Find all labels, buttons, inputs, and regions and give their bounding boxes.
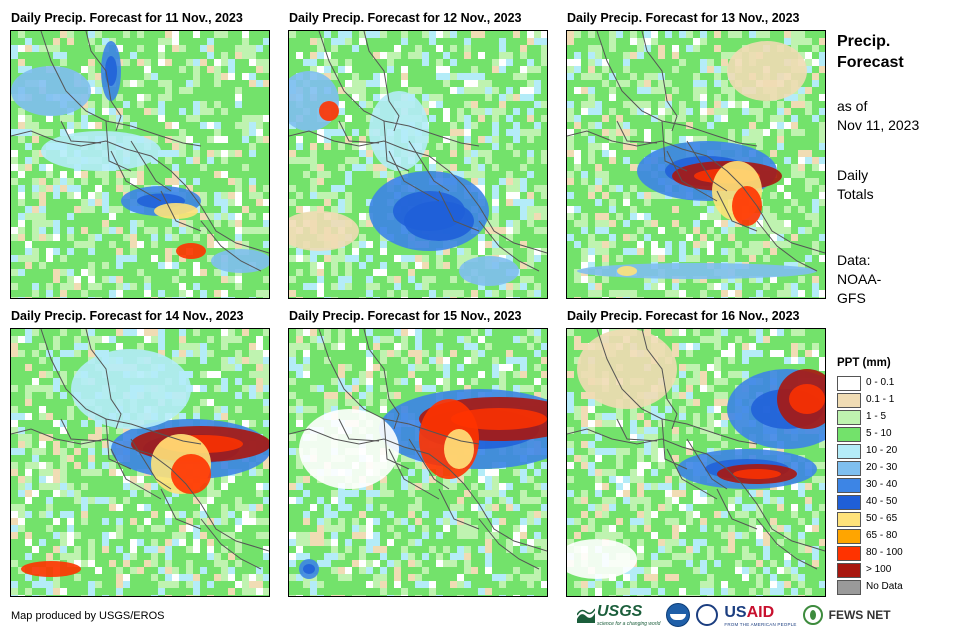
legend-swatch [837, 563, 861, 578]
precip-map [11, 329, 269, 596]
panel-title-13-nov: Daily Precip. Forecast for 13 Nov., 2023 [567, 11, 800, 25]
data-label: Data: [837, 252, 871, 268]
legend-label: 40 - 50 [866, 496, 898, 507]
legend-label: 50 - 65 [866, 513, 898, 524]
map-panel-14-nov [10, 328, 270, 597]
legend-swatch [837, 580, 861, 595]
legend-label: 0 - 0.1 [866, 377, 895, 388]
legend-item: 0.1 - 1 [837, 393, 957, 410]
legend-label: No Data [866, 581, 903, 592]
usgs-wordmark: USGS [597, 603, 643, 620]
legend-swatch [837, 427, 861, 442]
map-credit: Map produced by USGS/EROS [11, 610, 165, 622]
side-title: Precip. Forecast [837, 33, 904, 71]
map-panel-16-nov [566, 328, 826, 597]
legend-item: 20 - 30 [837, 461, 957, 478]
legend-label: 0.1 - 1 [866, 394, 895, 405]
fews-net-logo: FEWS NET [828, 608, 891, 622]
precip-map [289, 31, 547, 298]
map-panel-12-nov [288, 30, 548, 299]
data-source-noaa: NOAA- [837, 271, 882, 287]
usaid-us-text: US [724, 603, 747, 621]
usaid-aid-text: AID [746, 603, 775, 621]
legend-swatch [837, 546, 861, 561]
legend: 0 - 0.1 0.1 - 1 1 - 5 5 - 10 10 - 20 20 - 30 3… [837, 376, 957, 597]
asof-date: Nov 11, 2023 [837, 117, 920, 133]
legend-swatch [837, 393, 861, 408]
legend-item: 5 - 10 [837, 427, 957, 444]
usaid-logo: USAID FROM THE AMERICAN PEOPLE [724, 604, 796, 627]
legend-swatch [837, 461, 861, 476]
map-panel-13-nov [566, 30, 826, 299]
panel-title-15-nov: Daily Precip. Forecast for 15 Nov., 2023 [289, 309, 522, 323]
data-source-gfs: GFS [837, 290, 866, 306]
asof-label: as of [837, 98, 868, 114]
legend-label: 65 - 80 [866, 530, 898, 541]
precip-map [567, 329, 825, 596]
legend-item: 0 - 0.1 [837, 376, 957, 393]
legend-item: 1 - 5 [837, 410, 957, 427]
legend-label: 80 - 100 [866, 547, 903, 558]
panel-title-11-nov: Daily Precip. Forecast for 11 Nov., 2023 [11, 11, 243, 25]
legend-item: 80 - 100 [837, 546, 957, 563]
legend-label: 10 - 20 [866, 445, 898, 456]
legend-swatch [837, 376, 861, 391]
noaa-logo-icon [666, 603, 691, 627]
legend-item: 65 - 80 [837, 529, 957, 546]
precip-map [11, 31, 269, 298]
legend-item: > 100 [837, 563, 957, 580]
legend-swatch [837, 495, 861, 510]
daily-label: Daily [837, 167, 869, 183]
legend-item: 40 - 50 [837, 495, 957, 512]
legend-item: 50 - 65 [837, 512, 957, 529]
precip-map [289, 329, 547, 596]
usaid-seal-icon [696, 604, 719, 626]
legend-label: 1 - 5 [866, 411, 887, 422]
usgs-logo: USGS science for a changing world [577, 603, 660, 627]
legend-label: 5 - 10 [866, 428, 892, 439]
legend-title: PPT (mm) [837, 357, 891, 369]
usgs-tagline: science for a changing world [597, 621, 661, 627]
legend-swatch [837, 478, 861, 493]
panel-title-14-nov: Daily Precip. Forecast for 14 Nov., 2023 [11, 309, 244, 323]
legend-swatch [837, 512, 861, 527]
legend-item: 10 - 20 [837, 444, 957, 461]
map-panel-15-nov [288, 328, 548, 597]
partner-logos: USGS science for a changing world USAID F… [577, 600, 891, 630]
legend-swatch [837, 529, 861, 544]
usgs-wave-icon [577, 608, 595, 623]
legend-label: 20 - 30 [866, 462, 898, 473]
legend-swatch [837, 444, 861, 459]
legend-item: No Data [837, 580, 957, 597]
totals-label: Totals [837, 186, 874, 202]
legend-swatch [837, 410, 861, 425]
panel-title-16-nov: Daily Precip. Forecast for 16 Nov., 2023 [567, 309, 800, 323]
usaid-tagline: FROM THE AMERICAN PEOPLE [724, 621, 797, 627]
legend-label: 30 - 40 [866, 479, 898, 490]
legend-label: > 100 [866, 564, 892, 575]
map-panel-11-nov [10, 30, 270, 299]
fews-net-icon [802, 605, 823, 625]
legend-item: 30 - 40 [837, 478, 957, 495]
precip-map [567, 31, 825, 298]
panel-title-12-nov: Daily Precip. Forecast for 12 Nov., 2023 [289, 11, 522, 25]
